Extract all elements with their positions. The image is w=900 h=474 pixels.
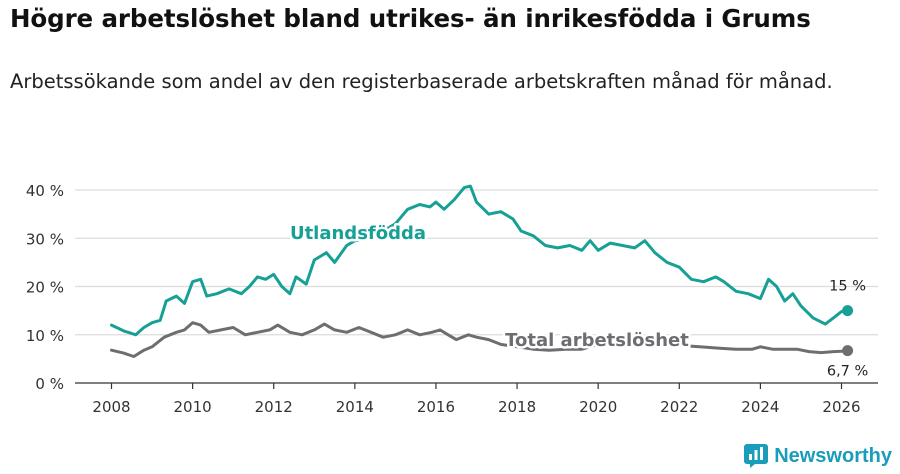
brand-name: Newsworthy: [774, 444, 892, 467]
chart-title: Högre arbetslöshet bland utrikes- än inr…: [10, 4, 811, 33]
brand-logo: Newsworthy: [744, 444, 892, 468]
chart-subtitle: Arbetssökande som andel av den registerb…: [10, 70, 833, 93]
y-tick-label: 20 %: [26, 279, 64, 297]
x-tick-label: 2026: [822, 398, 860, 416]
y-tick-label: 30 %: [26, 230, 64, 248]
series-end-marker: [842, 305, 854, 317]
series-annotation-label: Utlandsfödda: [290, 223, 426, 244]
x-tick-label: 2010: [174, 398, 212, 416]
y-tick-label: 40 %: [26, 182, 64, 200]
x-tick-label: 2018: [498, 398, 536, 416]
series-end-marker: [842, 345, 854, 357]
x-tick-label: 2024: [741, 398, 779, 416]
newsworthy-logo-icon: [744, 444, 769, 468]
series-line-total: [110, 321, 850, 358]
x-tick-label: 2008: [92, 398, 130, 416]
y-tick-label: 10 %: [26, 327, 64, 345]
x-tick-label: 2022: [660, 398, 698, 416]
x-tick-label: 2012: [255, 398, 293, 416]
series-end-label: 6,7 %: [827, 364, 868, 380]
x-tick-label: 2014: [336, 398, 374, 416]
series-end-label: 15 %: [829, 279, 866, 295]
series-annotation-label: Total arbetslöshet: [505, 330, 689, 351]
y-tick-label: 0 %: [35, 375, 64, 393]
series-line-utlandsfodda: [110, 184, 850, 337]
x-tick-label: 2016: [417, 398, 455, 416]
x-tick-label: 2020: [579, 398, 617, 416]
